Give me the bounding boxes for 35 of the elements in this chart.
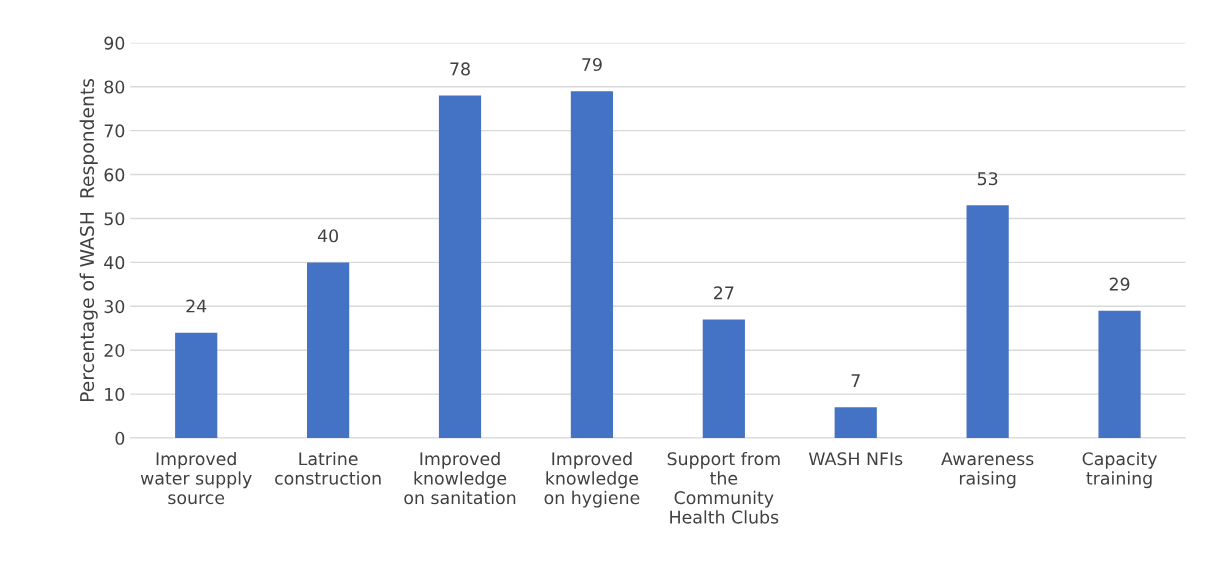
data-label: 24: [186, 299, 207, 313]
x-tick-label: Awareness raising: [941, 452, 1034, 489]
bar: [834, 407, 877, 439]
bar: [966, 205, 1009, 439]
data-label: 78: [450, 62, 470, 76]
bar: [702, 319, 745, 439]
y-tick-label: 50: [104, 212, 125, 226]
data-label: 40: [317, 229, 338, 243]
y-tick-label: 10: [105, 387, 125, 401]
y-tick-label: 0: [115, 431, 125, 445]
x-tick-label: WASH NFIs: [808, 452, 903, 466]
y-tick-label: 70: [104, 124, 125, 138]
data-label: 27: [714, 286, 734, 300]
x-tick-label: Improved water supply source: [140, 451, 252, 505]
bar: [307, 262, 350, 439]
data-label: 29: [1109, 277, 1130, 291]
x-tick-label: Support from the Community Health Clubs: [667, 451, 780, 524]
bar: [570, 91, 614, 439]
y-tick-label: 20: [104, 343, 125, 358]
y-tick-label: 80: [104, 80, 125, 94]
y-tick-label: 30: [104, 300, 125, 314]
data-label: 79: [582, 57, 602, 72]
data-label: 7: [851, 374, 860, 387]
data-label: 53: [977, 172, 998, 186]
y-tick-label: 90: [104, 36, 125, 50]
x-tick-label: Improved knowledge on hygiene: [544, 451, 640, 508]
x-tick-label: Improved knowledge on sanitation: [404, 451, 516, 505]
bar: [438, 95, 482, 439]
y-tick-label: 40: [104, 256, 125, 270]
y-tick-label: 60: [104, 168, 125, 182]
y-axis-title: Percentage of WASH Respondents: [79, 78, 98, 402]
x-tick-label: Latrine construction: [275, 451, 381, 485]
bar: [1098, 310, 1141, 439]
bar: [175, 332, 218, 439]
x-tick-label: Capacity training: [1082, 451, 1157, 489]
